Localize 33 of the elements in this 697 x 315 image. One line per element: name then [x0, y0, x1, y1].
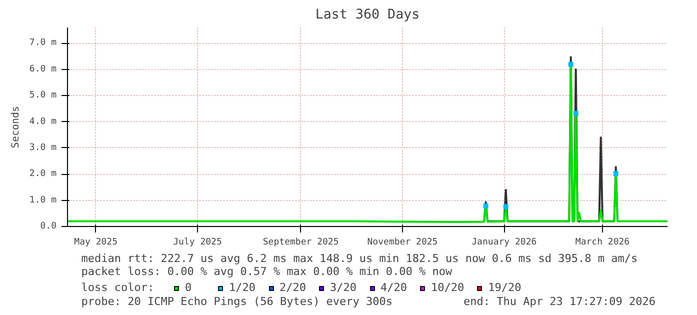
x-tick-label: May 2025 [74, 238, 118, 248]
x-tick-label: July 2025 [173, 238, 222, 248]
y-tick-label: 5.0 m [29, 90, 56, 101]
text: packet loss: 0.00 % avg 0.57 % max 0.00 % min 0.00 % now [81, 265, 453, 278]
legend-label: 19/20 [488, 281, 522, 294]
y-tick-label: 3.0 m [29, 142, 56, 153]
text: median rtt: 222.7 us avg 6.2 ms max 148.9 us min 182.5 us now 0.6 ms sd 395.8 m am/s [81, 252, 638, 265]
point [503, 204, 508, 210]
y-tick-label: 7.0 m [29, 38, 56, 48]
legend-label: 3/20 [330, 281, 356, 294]
legend-label: 0 [185, 281, 193, 294]
y-tick-label: 4.0 m [29, 116, 56, 127]
legend-label: 2/20 [280, 281, 306, 294]
y-tick-label: 0.0 [40, 222, 57, 232]
x-tick-label: September 2025 [262, 238, 339, 248]
text: probe: 20 ICMP Echo Pings (56 Bytes) every 300s [81, 295, 393, 308]
point [483, 203, 488, 208]
y-tick-label: 2.0 m [29, 169, 56, 180]
y-tick-label: 6.0 m [29, 64, 56, 74]
legend-title: loss color: [81, 281, 154, 294]
x-tick-label: November 2025 [367, 238, 438, 248]
y-axis-title: Seconds [10, 106, 22, 148]
text: end: Thu Apr 23 17:27:09 2026 [463, 295, 656, 308]
legend-label: 1/20 [229, 281, 256, 294]
y-tick-label: 1.0 m [29, 195, 56, 206]
x-tick-label: January 2026 [472, 238, 537, 248]
legend-label: 10/20 [431, 281, 464, 294]
point [613, 171, 618, 176]
x-tick-label: March 2026 [575, 238, 630, 248]
chart-title: Last 360 Days [315, 8, 420, 22]
point [568, 62, 574, 67]
legend-label: 4/20 [380, 281, 407, 294]
point [573, 110, 578, 116]
